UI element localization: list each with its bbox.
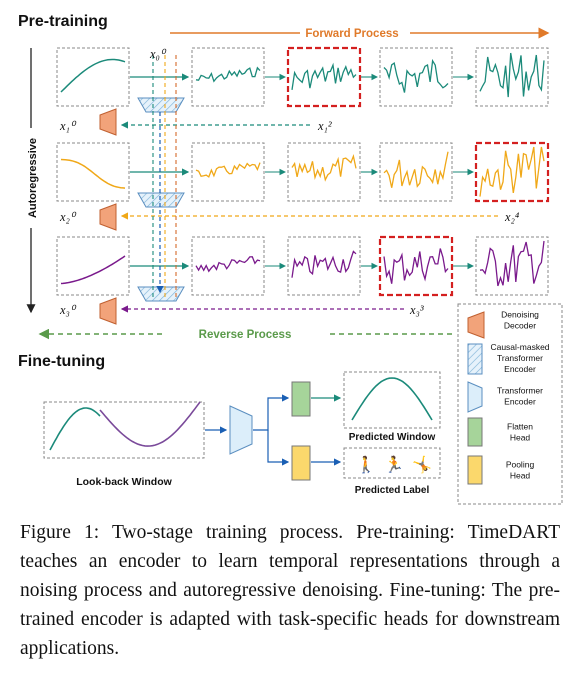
label-x10: x₁⁰ bbox=[59, 119, 77, 133]
figure-caption: Figure 1: Two-stage training process. Pr… bbox=[20, 522, 560, 659]
noisy-series-r2-c3 bbox=[383, 151, 449, 188]
causal-encoder-1 bbox=[137, 97, 185, 113]
arrow-to-pooling bbox=[267, 430, 290, 466]
legend-pooling-icon bbox=[467, 455, 483, 485]
noisy-series-r2-c4 bbox=[479, 146, 545, 197]
noisy-box-r2-c2 bbox=[287, 142, 361, 202]
legend-label-encoder: Transformer bbox=[497, 386, 543, 396]
noisy-box-r3-c3 bbox=[378, 235, 454, 297]
noisy-series-r1-c4 bbox=[479, 52, 545, 98]
noisy-series-r3-c2 bbox=[291, 250, 357, 278]
predicted-window-line bbox=[351, 377, 433, 421]
lookback-history-line bbox=[49, 407, 101, 451]
clean-series-box-3 bbox=[56, 236, 130, 296]
noisy-box-r2-c4 bbox=[474, 141, 550, 203]
causal-encoder-2 bbox=[137, 192, 185, 208]
predicted-label-box bbox=[343, 447, 441, 479]
noisy-box-r3-c1 bbox=[191, 236, 265, 296]
legend-box bbox=[457, 303, 563, 505]
legend-label-encoder: Encoder bbox=[504, 397, 536, 407]
legend-decoder-icon bbox=[467, 311, 485, 339]
legend-causal-icon bbox=[467, 343, 483, 375]
denoising-decoder-1 bbox=[99, 108, 117, 136]
noisy-box-r3-c4 bbox=[475, 236, 549, 296]
lookback-future-line bbox=[99, 401, 201, 447]
causal-encoder-3 bbox=[137, 286, 185, 302]
legend-label-causal: Encoder bbox=[504, 364, 536, 374]
noisy-box-r2-c3 bbox=[379, 142, 453, 202]
flatten-head bbox=[291, 381, 311, 417]
noisy-box-r1-c2 bbox=[286, 46, 362, 108]
legend-label-flatten: Flatten bbox=[507, 422, 533, 432]
legend-label-pooling: Pooling bbox=[506, 460, 535, 470]
label-x20: x₂⁰ bbox=[59, 210, 77, 224]
denoising-decoder-2 bbox=[99, 203, 117, 231]
finetuning-title: Fine-tuning bbox=[18, 353, 105, 370]
legend-label-causal: Causal-masked bbox=[490, 342, 549, 352]
noisy-series-r3-c4 bbox=[479, 240, 545, 287]
noisy-box-r1-c3 bbox=[379, 47, 453, 107]
legend-label-flatten: Head bbox=[510, 433, 531, 443]
label-x12: x₁² bbox=[317, 119, 332, 133]
label-x00: x₀⁰ bbox=[149, 47, 167, 61]
label-x24: x₂⁴ bbox=[504, 210, 520, 224]
predicted-window-label: Predicted Window bbox=[349, 432, 436, 443]
noisy-box-r2-c1 bbox=[191, 142, 265, 202]
legend-encoder-icon bbox=[467, 381, 483, 413]
lookback-window-box bbox=[43, 401, 205, 459]
noisy-box-r1-c1 bbox=[191, 47, 265, 107]
noisy-series-r1-c3 bbox=[383, 58, 449, 93]
noisy-box-r1-c4 bbox=[475, 47, 549, 107]
noisy-series-r1-c1 bbox=[195, 66, 261, 83]
finetuning-diagram: 🚶 🏃 🤸 bbox=[43, 371, 441, 481]
legend-label-pooling: Head bbox=[510, 471, 531, 481]
reverse-label: Reverse Process bbox=[199, 329, 292, 341]
noisy-series-r3-c1 bbox=[195, 256, 261, 273]
legend-label-causal: Transformer bbox=[497, 353, 543, 363]
label-x33: x₃³ bbox=[409, 303, 424, 317]
autoregressive-label: Autoregressive bbox=[27, 138, 39, 218]
clean-series-line-3 bbox=[60, 255, 126, 285]
denoising-decoder-3 bbox=[99, 297, 117, 325]
clean-series-box-1 bbox=[56, 47, 130, 107]
legend-label-decoder: Decoder bbox=[504, 321, 536, 331]
lookback-label: Look-back Window bbox=[76, 476, 172, 488]
transformer-encoder bbox=[229, 405, 253, 455]
label-x30: x₃⁰ bbox=[59, 303, 77, 317]
predicted-label-label: Predicted Label bbox=[355, 485, 430, 496]
arrow-to-flatten bbox=[253, 394, 290, 431]
noisy-series-r1-c2 bbox=[291, 62, 357, 90]
forward-label: Forward Process bbox=[305, 28, 398, 40]
pooling-head bbox=[291, 445, 311, 481]
activity-icon-1: 🚶 bbox=[356, 455, 376, 474]
noisy-series-r2-c1 bbox=[195, 162, 261, 178]
noisy-series-r3-c3 bbox=[383, 248, 449, 284]
noisy-box-r3-c2 bbox=[287, 236, 361, 296]
clean-series-line-1 bbox=[60, 58, 126, 93]
diagram-svg: Pre-training Fine-tuning Forward Process… bbox=[18, 13, 563, 505]
legend: DenoisingDecoderCausal-maskedTransformer… bbox=[467, 310, 550, 485]
clean-series-line-2 bbox=[60, 158, 126, 189]
noisy-series-r2-c2 bbox=[291, 153, 357, 182]
predicted-window-box bbox=[343, 371, 441, 429]
pretraining-rows bbox=[56, 46, 550, 325]
activity-icon-3: 🤸 bbox=[412, 455, 432, 474]
activity-icon-2: 🏃 bbox=[384, 455, 404, 474]
legend-label-decoder: Denoising bbox=[501, 310, 539, 320]
clean-series-box-2 bbox=[56, 142, 130, 202]
pretraining-title: Pre-training bbox=[18, 13, 108, 30]
legend-flatten-icon bbox=[467, 417, 483, 447]
